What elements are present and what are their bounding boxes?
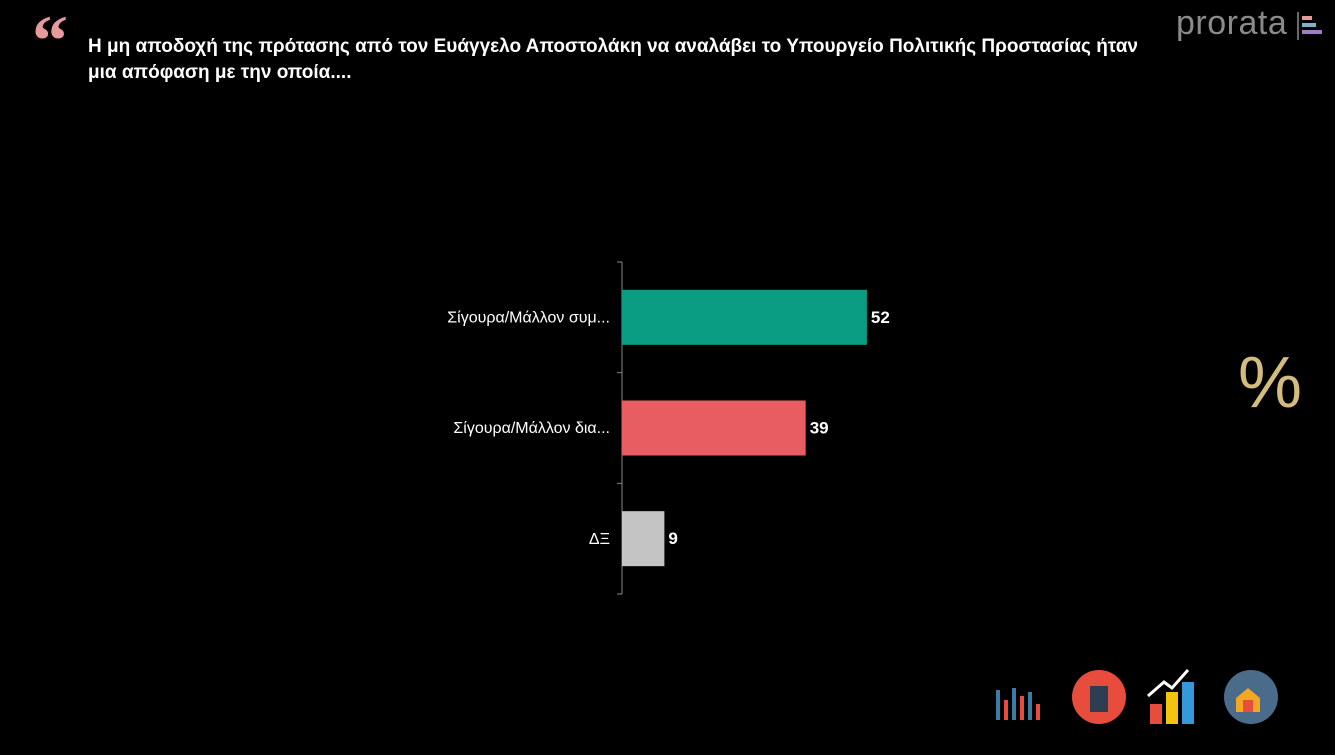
- logo-mark: [1302, 16, 1312, 20]
- value-label: 39: [810, 418, 829, 437]
- bar: [622, 400, 806, 456]
- percent-symbol: %: [1238, 343, 1302, 423]
- quote-mark: “: [32, 1, 68, 81]
- bar: [622, 289, 867, 345]
- icons: [996, 669, 1278, 724]
- category-label: Σίγουρα/Μάλλον συμ...: [447, 310, 610, 327]
- logo-mark: [1302, 30, 1322, 34]
- logo: prorata: [1176, 4, 1288, 42]
- logo-mark: [1302, 23, 1316, 27]
- category-label: Σίγουρα/Μάλλον δια...: [453, 420, 610, 437]
- category-label: ΔΞ: [589, 531, 610, 548]
- bar: [622, 511, 665, 567]
- value-label: 52: [871, 308, 890, 327]
- chart-title: Η μη αποδοχή της πρότασης από τον Ευάγγε…: [88, 36, 1138, 83]
- value-label: 9: [668, 529, 677, 548]
